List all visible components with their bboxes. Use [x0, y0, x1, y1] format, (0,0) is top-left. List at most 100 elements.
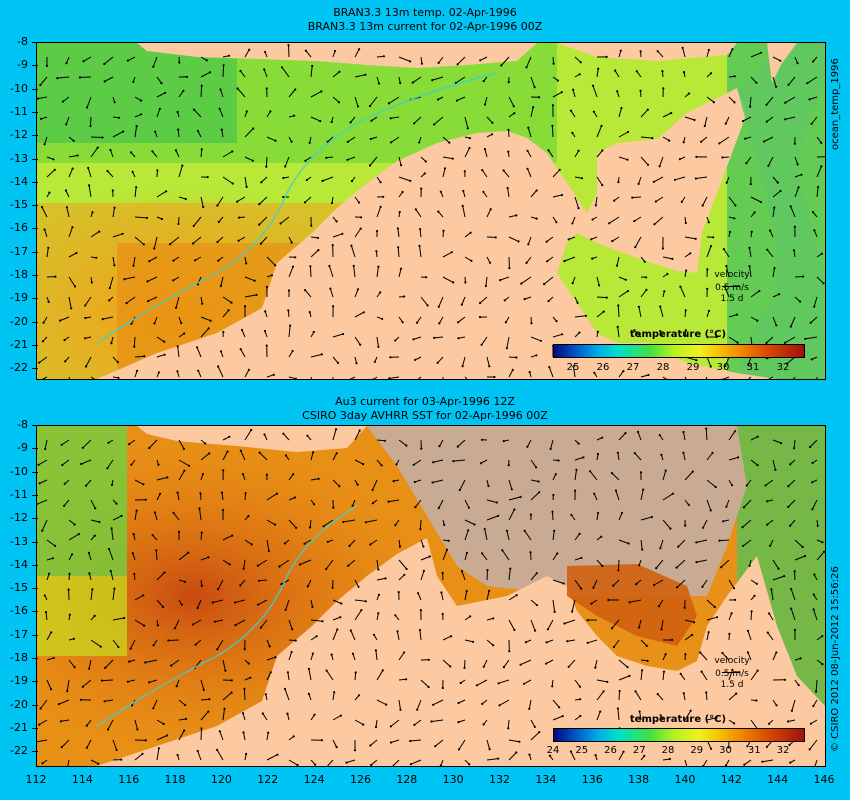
current-arrow-head	[817, 185, 820, 189]
current-arrow	[177, 346, 180, 358]
current-arrow	[238, 236, 246, 242]
current-arrow-head	[113, 264, 116, 267]
current-arrow-head	[579, 714, 582, 718]
current-arrow-head	[117, 645, 120, 649]
current-arrow-head	[84, 337, 87, 340]
current-arrow	[414, 719, 422, 726]
current-arrow	[813, 609, 818, 621]
current-arrow	[464, 256, 472, 262]
current-arrow	[197, 130, 202, 138]
current-arrow	[684, 376, 687, 379]
current-arrow-head	[537, 480, 540, 483]
current-arrow-head	[245, 262, 248, 265]
current-arrow-head	[811, 211, 815, 214]
current-arrow	[266, 539, 270, 552]
current-arrow	[59, 316, 70, 322]
current-arrow	[810, 719, 818, 725]
current-arrow-head	[208, 452, 211, 455]
current-arrow-head	[709, 509, 712, 512]
current-arrow	[791, 699, 796, 711]
current-arrow-head	[44, 611, 48, 614]
current-arrow	[398, 539, 401, 547]
x-tick-label: 126	[349, 773, 371, 786]
current-arrow-head	[320, 90, 323, 93]
current-arrow-head	[333, 49, 337, 53]
current-arrow	[479, 296, 488, 304]
current-arrow-head	[419, 228, 422, 231]
current-arrow-head	[110, 342, 113, 345]
current-arrow-head	[245, 752, 248, 756]
current-arrow-head	[282, 195, 285, 199]
current-arrow-head	[753, 211, 756, 214]
current-arrow-head	[731, 668, 734, 671]
current-arrow	[413, 336, 422, 340]
current-arrow-head	[616, 451, 620, 454]
current-arrow-head	[152, 65, 155, 68]
current-arrow	[200, 196, 204, 208]
current-arrow-head	[756, 464, 759, 467]
current-arrow	[369, 96, 378, 107]
current-arrow-head	[424, 160, 427, 163]
current-arrow	[684, 471, 694, 481]
current-arrow	[397, 631, 400, 641]
current-arrow-head	[183, 580, 187, 583]
current-arrow-head	[758, 289, 761, 293]
current-arrow	[464, 530, 469, 541]
current-arrow-head	[612, 584, 615, 587]
x-tick-label: 140	[674, 773, 696, 786]
current-arrow-head	[263, 329, 267, 333]
current-arrow-head	[510, 488, 513, 491]
current-arrow	[376, 613, 379, 621]
current-arrow	[431, 719, 444, 722]
current-arrow-head	[614, 489, 618, 492]
bottom-land-islands	[137, 426, 367, 452]
x-tick-label: 132	[489, 773, 511, 786]
current-arrow-head	[280, 583, 283, 586]
current-arrow-head	[413, 122, 416, 125]
current-arrow	[701, 671, 708, 681]
current-arrow-head	[445, 548, 449, 551]
current-arrow-head	[526, 445, 529, 448]
current-arrow	[354, 609, 362, 621]
current-arrow-head	[551, 685, 554, 688]
current-arrow-head	[98, 230, 101, 233]
current-arrow	[413, 459, 422, 466]
current-arrow-head	[438, 322, 441, 325]
current-arrow	[499, 276, 510, 281]
current-arrow	[237, 88, 246, 98]
current-arrow	[415, 499, 422, 508]
current-arrow	[398, 176, 411, 182]
current-arrow-head	[217, 220, 220, 223]
current-arrow-head	[545, 240, 548, 243]
current-arrow	[464, 499, 470, 508]
current-arrow-head	[126, 680, 129, 683]
current-arrow-head	[270, 274, 273, 277]
current-arrow-head	[767, 164, 770, 167]
current-arrow	[464, 591, 468, 601]
current-arrow	[197, 370, 202, 378]
current-arrow-head	[654, 200, 658, 203]
colorbar-tick-label: 31	[746, 362, 760, 373]
current-arrow-head	[243, 687, 246, 690]
current-arrow	[398, 699, 401, 710]
current-arrow	[486, 515, 499, 521]
current-arrow-head	[224, 669, 227, 672]
current-arrow	[508, 739, 520, 743]
current-arrow	[508, 752, 517, 761]
current-arrow	[552, 333, 563, 338]
current-arrow-head	[578, 685, 582, 688]
current-arrow-head	[387, 500, 390, 503]
current-arrow	[702, 759, 708, 766]
current-arrow	[304, 196, 312, 203]
current-arrow	[432, 479, 444, 483]
current-arrow-head	[217, 365, 220, 368]
current-arrow-head	[330, 201, 334, 205]
current-arrow	[728, 669, 733, 681]
current-arrow	[809, 96, 818, 100]
current-arrow	[574, 56, 582, 63]
current-arrow	[749, 96, 752, 107]
current-arrow	[723, 248, 730, 258]
current-arrow	[807, 76, 818, 84]
current-arrow-head	[253, 279, 256, 282]
current-arrow-head	[626, 666, 629, 669]
